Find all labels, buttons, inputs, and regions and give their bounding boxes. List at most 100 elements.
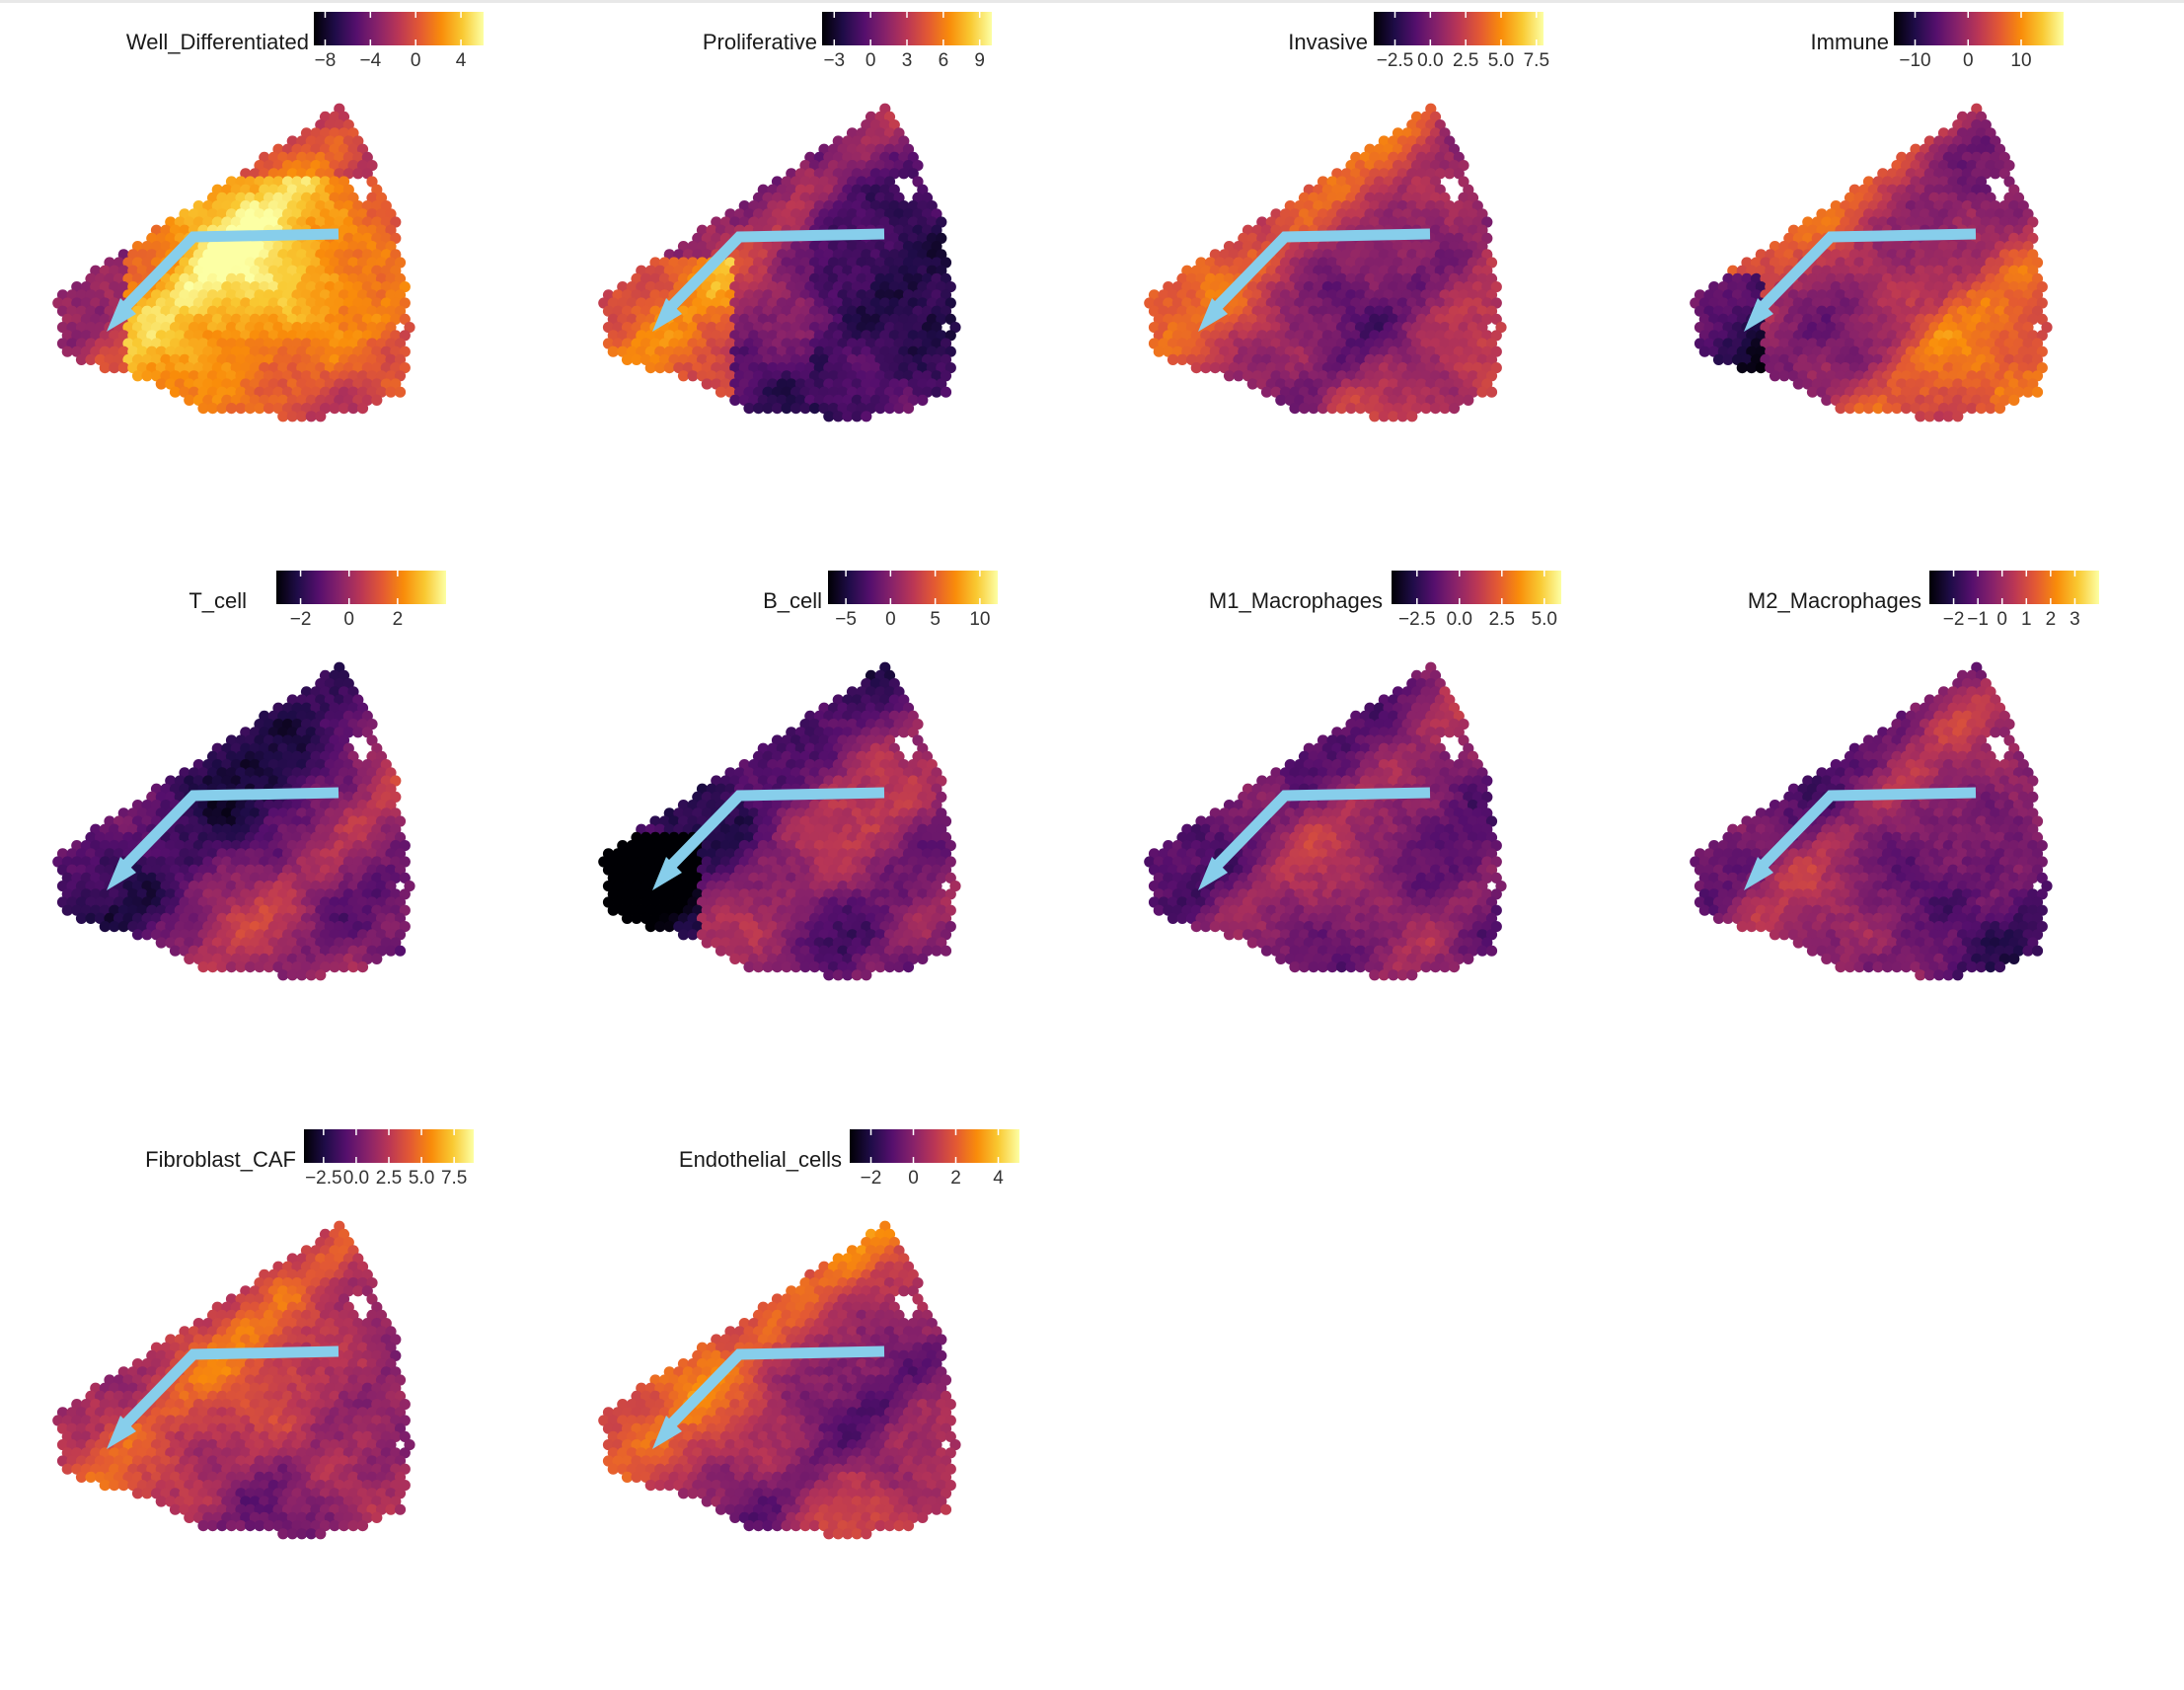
tissue-spot (1396, 394, 1408, 406)
tissue-spot (1406, 346, 1418, 357)
tissue-spot (225, 848, 238, 860)
tissue-spot (1760, 272, 1771, 284)
tissue-spot (1260, 370, 1273, 382)
tissue-spot (334, 281, 345, 293)
tissue-spot (1994, 272, 2006, 284)
tissue-spot (752, 208, 765, 220)
tissue-spot (179, 338, 190, 349)
tissue-spot (192, 807, 204, 819)
tissue-spot (1990, 394, 2001, 406)
tissue-spot (1900, 289, 1913, 301)
tissue-spot (921, 272, 934, 284)
tissue-spot (794, 775, 806, 787)
tissue-spot (2027, 346, 2039, 357)
tissue-spot (823, 411, 835, 422)
tissue-spot (940, 370, 952, 382)
tissue-spot (1415, 135, 1427, 147)
tissue-spot (277, 840, 289, 852)
tissue-spot (1990, 216, 2001, 228)
tissue-spot (249, 168, 261, 180)
tissue-spot (104, 864, 115, 876)
tissue-spot (1425, 168, 1437, 180)
tissue-spot (1736, 362, 1748, 374)
tissue-spot (917, 775, 929, 787)
tissue-spot (1448, 289, 1461, 301)
tissue-spot (733, 208, 746, 220)
tissue-spot (259, 840, 270, 852)
tissue-spot (767, 775, 779, 787)
tissue-spot (1867, 330, 1879, 342)
tissue-spot (90, 281, 102, 293)
tissue-spot (752, 800, 765, 811)
tissue-spot (141, 241, 153, 253)
tissue-spot (879, 249, 891, 261)
tissue-spot (888, 362, 900, 374)
tissue-spot (2017, 297, 2029, 309)
tissue-spot (794, 378, 806, 390)
tissue-spot (375, 800, 388, 811)
tissue-spot (1439, 353, 1451, 365)
tissue-spot (940, 386, 952, 398)
tissue-spot (197, 353, 209, 365)
tissue-spot (2036, 281, 2048, 293)
tissue-spot (1321, 281, 1333, 293)
tissue-spot (1966, 403, 1978, 415)
tissue-spot (1373, 257, 1386, 269)
tissue-spot (291, 750, 303, 762)
tissue-spot (706, 272, 717, 284)
tissue-spot (1396, 378, 1408, 390)
tissue-spot (155, 807, 167, 819)
tissue-spot (944, 313, 956, 325)
tissue-spot (1765, 265, 1776, 276)
tissue-spot (1425, 216, 1437, 228)
tissue-spot (131, 896, 144, 908)
tissue-spot (1415, 313, 1427, 325)
tissue-spot (235, 800, 247, 811)
tissue-spot (818, 800, 830, 811)
tissue-spot (113, 815, 125, 827)
tissue-spot (883, 750, 896, 762)
tissue-spot (206, 896, 219, 908)
tissue-spot (310, 929, 322, 941)
tissue-spot (879, 265, 891, 276)
tissue-spot (136, 313, 148, 325)
tissue-spot (794, 216, 806, 228)
tissue-spot (1467, 322, 1479, 334)
tissue-spot (1905, 265, 1917, 276)
tissue-spot (104, 257, 115, 269)
tissue-spot (1270, 305, 1282, 317)
tissue-spot (136, 888, 148, 900)
tissue-spot (272, 702, 284, 714)
tissue-spot (1298, 305, 1311, 317)
tissue-spot (216, 929, 228, 941)
tissue-spot (1900, 305, 1913, 317)
tissue-spot (907, 394, 919, 406)
tissue-spot (1900, 272, 1913, 284)
tissue-spot (1185, 272, 1198, 284)
tissue-spot (1410, 111, 1423, 122)
tissue-spot (71, 872, 83, 883)
tissue-spot (254, 912, 265, 924)
tissue-spot (1331, 394, 1343, 406)
tissue-spot (921, 208, 934, 220)
tissue-spot (1308, 370, 1319, 382)
tissue-spot (1825, 338, 1838, 349)
tissue-spot (221, 888, 233, 900)
tissue-spot (907, 200, 919, 212)
tissue-spot (286, 727, 298, 738)
tissue-spot (356, 338, 369, 349)
tissue-spot (804, 362, 816, 374)
tissue-spot (786, 297, 797, 309)
tissue-spot (315, 265, 327, 276)
tissue-spot (1956, 176, 1969, 188)
tissue-spot (221, 297, 233, 309)
tissue-spot (169, 353, 182, 365)
tissue-spot (356, 160, 369, 172)
tissue-spot (1298, 257, 1311, 269)
tissue-spot (1937, 386, 1950, 398)
tissue-spot (296, 921, 308, 933)
tissue-spot (113, 831, 125, 843)
tissue-spot (1792, 297, 1804, 309)
tissue-spot (1694, 322, 1706, 334)
tissue-spot (1458, 241, 1469, 253)
